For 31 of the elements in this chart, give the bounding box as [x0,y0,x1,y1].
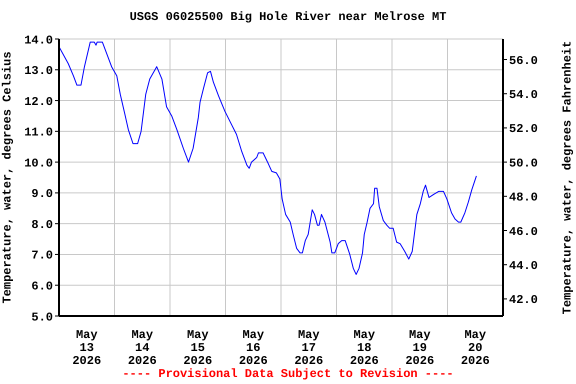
y-tick-label: 11.0 [24,126,53,140]
y-tick-label: 6.0 [31,279,53,294]
y2-tick-label: 54.0 [509,88,538,102]
y2-tick-label: 42.0 [509,293,538,308]
y2-tick-label: 50.0 [509,156,538,170]
x-tick-label: May 15 2026 [183,328,212,368]
x-tick-label: May 19 2026 [405,328,434,368]
y-tick-label: 14.0 [24,33,53,48]
y-tick-label: 9.0 [31,187,53,202]
x-tick-label: May 17 2026 [294,328,324,368]
y2-tick-label: 44.0 [509,258,538,273]
y-axis-title: Temperature, water, degrees Celsius [0,51,14,304]
y2-tick-label: 56.0 [509,54,538,68]
x-tick-label: May 13 2026 [72,328,102,368]
y2-tick-label: 52.0 [509,122,538,136]
chart-title: USGS 06025500 Big Hole River near Melrose MT [128,10,448,24]
y-tick-label: 12.0 [24,94,53,109]
x-tick-label: May 18 2026 [350,328,379,368]
line-series [59,42,477,275]
x-tick-label: May 16 2026 [238,328,268,368]
y-tick-label: 8.0 [31,218,53,232]
text: ---- Provisional Data Subject to Revision ---- [121,367,455,381]
y2-axis-title: Temperature, water, degrees Fahrenheit [560,40,574,314]
y-tick-label: 13.0 [24,64,53,78]
y-tick-label: 5.0 [31,310,53,324]
y-tick-label: 10.0 [24,156,53,170]
x-tick-label: May 20 2026 [460,328,490,368]
y-tick-label: 7.0 [31,248,53,263]
y2-tick-label: 46.0 [509,224,538,239]
y2-tick-label: 48.0 [509,190,538,205]
x-tick-label: May 14 2026 [128,328,157,368]
